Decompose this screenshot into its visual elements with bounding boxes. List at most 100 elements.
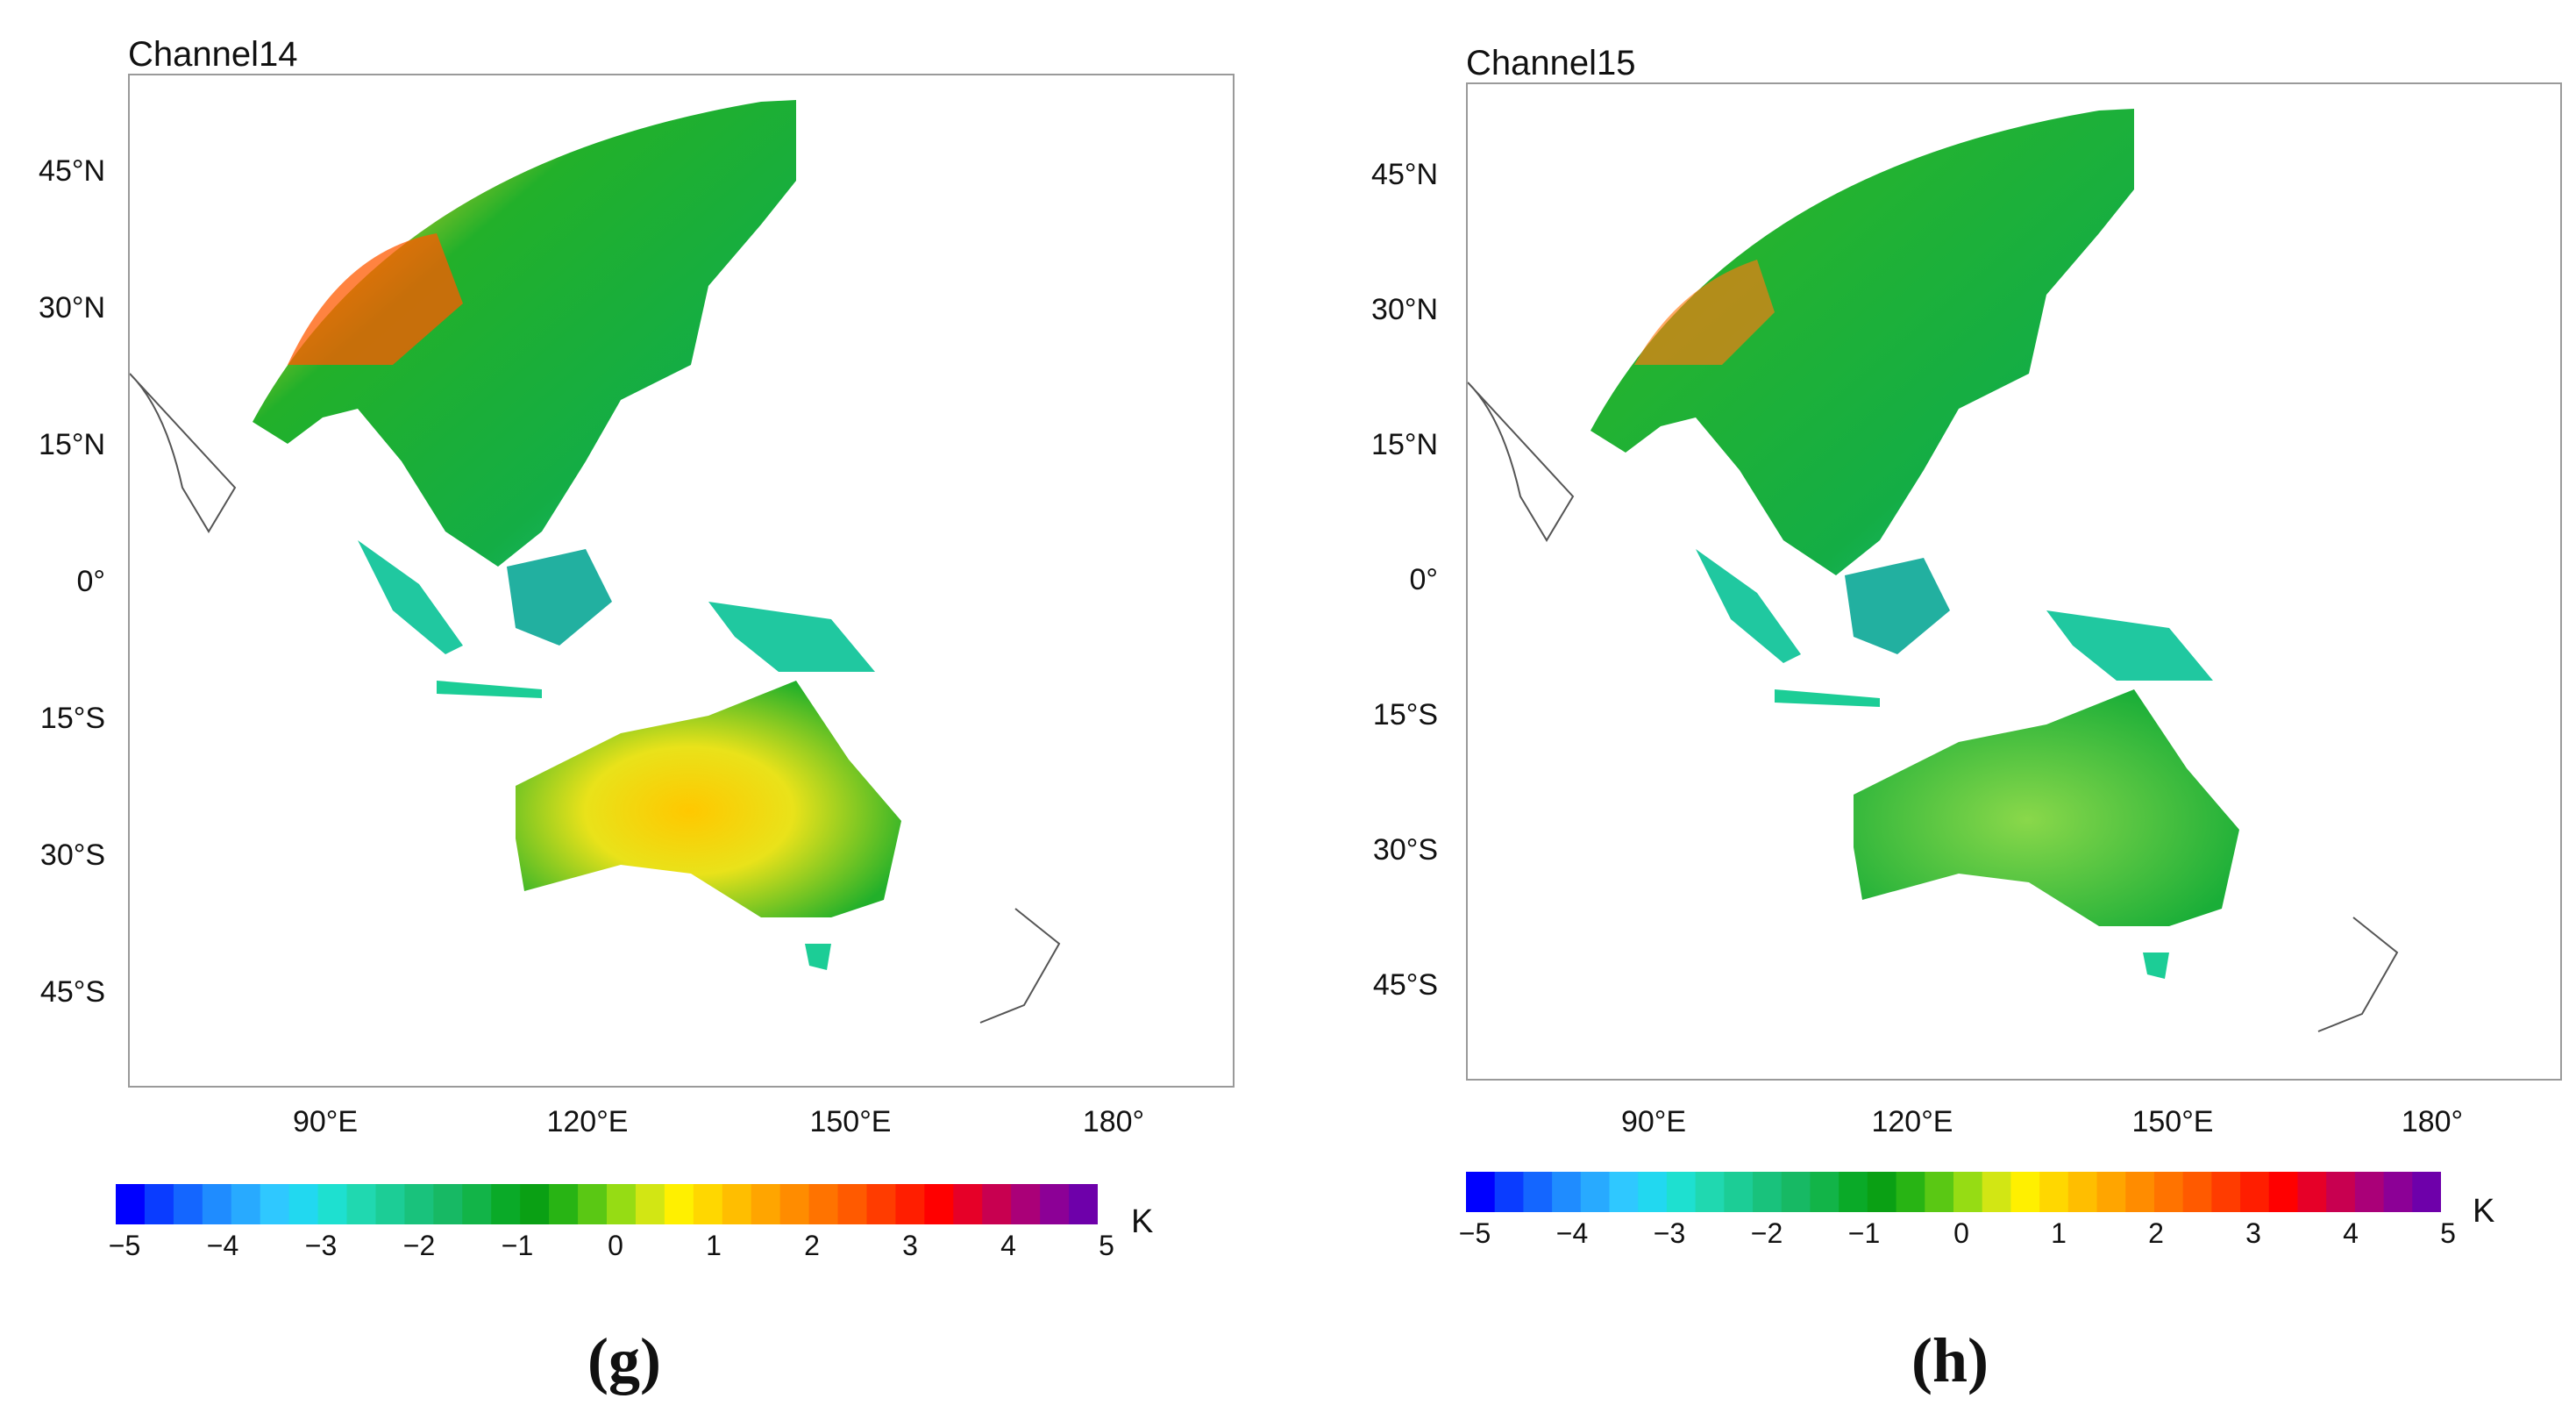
colorbar-tick: −4 [1555, 1217, 1589, 1249]
colorbar-swatch [2039, 1172, 2069, 1212]
australia [1854, 689, 2239, 926]
lon-tick: 180° [2401, 1105, 2464, 1138]
sumatra [1696, 549, 1801, 663]
colorbar-tick: −3 [304, 1230, 338, 1261]
colorbar-swatch [924, 1184, 954, 1224]
colorbar-swatch [1753, 1172, 1783, 1212]
colorbar-swatch [1925, 1172, 1954, 1212]
sumatra [358, 540, 463, 654]
lon-tick: 150°E [2131, 1105, 2214, 1138]
colorbar-swatch [808, 1184, 839, 1224]
colorbar-swatches [1466, 1172, 2441, 1212]
colorbar-swatch [664, 1184, 694, 1224]
asia-region [1590, 109, 2134, 575]
lat-tick: 0° [1409, 563, 1438, 596]
colorbar-tick: 2 [804, 1230, 820, 1261]
lon-tick: 90°E [292, 1105, 359, 1138]
colorbar-swatch [2297, 1172, 2327, 1212]
colorbar-swatch [491, 1184, 521, 1224]
colorbar-swatch [375, 1184, 406, 1224]
colorbar-swatch [1896, 1172, 1925, 1212]
nz-coast [979, 908, 1061, 1024]
nz-coast [2317, 917, 2399, 1032]
map-plot [1468, 109, 2399, 1032]
colorbar-swatch [866, 1184, 897, 1224]
colorbar-swatch [462, 1184, 492, 1224]
java [437, 681, 542, 698]
colorbar-swatch [1580, 1172, 1611, 1212]
colorbar-swatch [260, 1184, 290, 1224]
lat-tick: 45°S [39, 975, 105, 1009]
map-frame [128, 74, 1235, 1088]
colorbar-swatch [1638, 1172, 1668, 1212]
colorbar-swatch [231, 1184, 261, 1224]
colorbar-tick: −4 [206, 1230, 239, 1261]
colorbar-swatch [2010, 1172, 2040, 1212]
colorbar-swatch [2125, 1172, 2155, 1212]
panel-channel15: Channel15 [1341, 0, 2576, 1427]
tibet-hotspot [288, 233, 463, 365]
subfigure-label: (h) [1911, 1325, 1989, 1395]
lat-tick: 30°N [39, 291, 105, 325]
lat-tick: 45°N [1371, 158, 1438, 191]
colorbar-tick: −1 [501, 1230, 534, 1261]
colorbar-tick: −5 [1458, 1217, 1491, 1249]
colorbar-swatch [635, 1184, 665, 1224]
colorbar-swatch [779, 1184, 810, 1224]
colorbar-swatch [1552, 1172, 1582, 1212]
colorbar-tick: 1 [706, 1230, 722, 1261]
australia [516, 681, 901, 917]
subfigure-label: (g) [587, 1325, 661, 1395]
colorbar-swatch [895, 1184, 925, 1224]
panel-title: Channel14 [128, 35, 298, 74]
colorbar-swatch [1523, 1172, 1553, 1212]
lat-tick: 15°N [39, 428, 105, 461]
colorbar-swatch [144, 1184, 174, 1224]
colorbar-swatch [2326, 1172, 2356, 1212]
colorbar-tick: −3 [1653, 1217, 1686, 1249]
lat-tick: 45°N [39, 154, 105, 188]
colorbar-tick: −2 [1750, 1217, 1783, 1249]
lat-tick: 30°S [39, 838, 105, 872]
colorbar-swatch [1781, 1172, 1811, 1212]
colorbar-swatch [317, 1184, 348, 1224]
colorbar-swatch [520, 1184, 550, 1224]
colorbar-swatch [578, 1184, 608, 1224]
java [1775, 689, 1880, 707]
colorbar [116, 1184, 1098, 1224]
colorbar-swatch [1011, 1184, 1041, 1224]
colorbar [1466, 1172, 2441, 1212]
lon-tick: 180° [1082, 1105, 1145, 1138]
colorbar-swatch [2412, 1172, 2441, 1212]
lon-tick: 90°E [1620, 1105, 1687, 1138]
colorbar-swatch [1810, 1172, 1839, 1212]
map-frame [1466, 82, 2562, 1081]
panel-title: Channel15 [1466, 44, 1636, 82]
tibet-hotspot [1634, 260, 1775, 365]
new-guinea [708, 602, 875, 672]
colorbar-swatch [2268, 1172, 2299, 1212]
lat-tick: 30°S [1372, 833, 1438, 867]
borneo [1845, 558, 1950, 654]
colorbar-swatches [116, 1184, 1098, 1224]
map-plot [130, 100, 1061, 1024]
colorbar-swatch [346, 1184, 377, 1224]
colorbar-swatch [1666, 1172, 1697, 1212]
colorbar-swatch [2211, 1172, 2241, 1212]
colorbar-swatch [607, 1184, 637, 1224]
colorbar-swatch [433, 1184, 463, 1224]
colorbar-swatch [2096, 1172, 2126, 1212]
colorbar-tick: 4 [2343, 1217, 2359, 1249]
colorbar-swatch [1466, 1172, 1496, 1212]
colorbar-swatch [202, 1184, 232, 1224]
colorbar-swatch [549, 1184, 579, 1224]
colorbar-swatch [2240, 1172, 2270, 1212]
colorbar-swatch [1953, 1172, 1983, 1212]
colorbar-swatch [982, 1184, 1012, 1224]
colorbar-swatch [1982, 1172, 2012, 1212]
lat-tick: 30°N [1371, 293, 1438, 326]
tasmania [805, 944, 831, 970]
colorbar-tick: 0 [608, 1230, 623, 1261]
colorbar-swatch [2182, 1172, 2212, 1212]
panel-channel14: Channel14 [39, 35, 1235, 1395]
